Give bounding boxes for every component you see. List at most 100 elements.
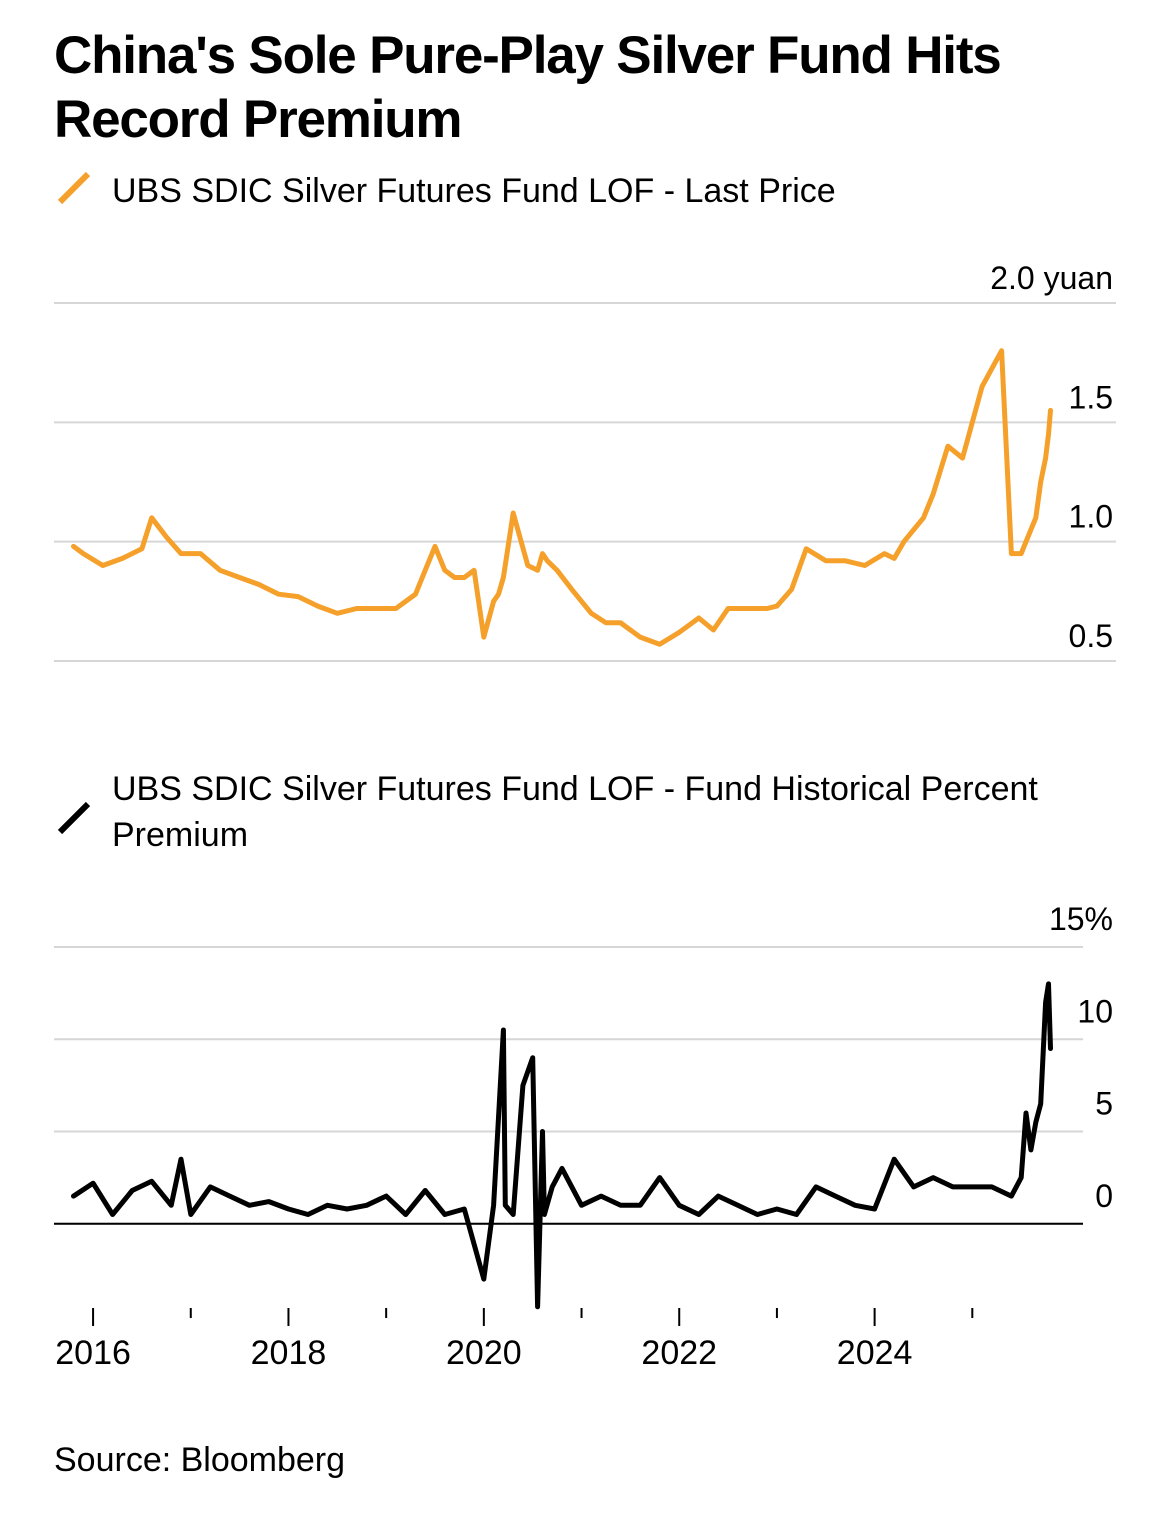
data-point — [542, 1213, 546, 1217]
data-point — [443, 568, 447, 572]
data-point — [462, 1207, 466, 1211]
data-point — [91, 1181, 95, 1185]
data-point — [1029, 528, 1033, 532]
data-point — [931, 1176, 935, 1180]
data-point — [501, 1028, 505, 1032]
data-point — [1009, 1194, 1013, 1198]
data-point — [961, 456, 965, 460]
y-tick-label: 15% — [1049, 901, 1113, 937]
data-point — [1047, 432, 1051, 436]
data-point — [619, 1203, 623, 1207]
data-point — [536, 568, 540, 572]
data-point — [638, 635, 642, 639]
data-point — [658, 1176, 662, 1180]
data-point — [286, 1207, 290, 1211]
data-point — [1039, 1102, 1043, 1106]
data-point — [1048, 1046, 1052, 1050]
x-tick-label: 2024 — [837, 1334, 913, 1372]
data-point — [277, 592, 281, 596]
data-point — [526, 564, 530, 568]
data-point — [1009, 552, 1013, 556]
data-point — [873, 1207, 877, 1211]
data-point — [531, 1056, 535, 1060]
x-tick-label: 2016 — [55, 1334, 131, 1372]
premium-legend-swatch — [57, 801, 91, 835]
y-tick-label: 5 — [1095, 1086, 1113, 1122]
data-point — [540, 552, 544, 556]
source-note: Source: Bloomberg — [54, 1441, 346, 1479]
chart-title: China's Sole Pure-Play Silver Fund Hits … — [54, 26, 1002, 149]
data-point — [697, 1213, 701, 1217]
data-point — [1048, 408, 1052, 412]
data-point — [555, 568, 559, 572]
data-point — [130, 1189, 134, 1193]
price-legend-label: UBS SDIC Silver Futures Fund LOF - Last … — [112, 172, 836, 210]
data-point — [503, 1203, 507, 1207]
data-point — [638, 1203, 642, 1207]
data-point — [238, 575, 242, 579]
data-point — [413, 592, 417, 596]
data-point — [892, 556, 896, 560]
data-point — [462, 575, 466, 579]
data-point — [765, 606, 769, 610]
data-point — [453, 575, 457, 579]
data-point — [751, 606, 754, 610]
data-point — [365, 1203, 369, 1207]
data-point — [296, 595, 300, 599]
data-point — [589, 611, 593, 615]
data-point — [355, 606, 359, 610]
x-tick-label: 2022 — [641, 1334, 717, 1372]
data-point — [711, 628, 715, 632]
data-point — [72, 544, 76, 548]
series-line — [71, 981, 1053, 1310]
data-point — [189, 1213, 193, 1217]
data-point — [1000, 349, 1004, 353]
premium-legend-label: UBS SDIC Silver Futures Fund LOF - Fund … — [112, 770, 1038, 854]
data-point — [120, 556, 124, 560]
y-tick-label: 0.5 — [1069, 618, 1113, 654]
data-point — [946, 444, 950, 448]
data-point — [492, 1203, 496, 1207]
data-point — [169, 1203, 173, 1207]
data-point — [736, 606, 740, 610]
data-point — [164, 535, 168, 539]
data-point — [775, 1207, 779, 1211]
data-point — [604, 621, 608, 625]
data-point — [306, 1213, 310, 1217]
data-point — [208, 1185, 212, 1189]
data-point — [423, 568, 427, 572]
data-point — [374, 606, 378, 610]
data-point — [921, 516, 925, 520]
data-point — [335, 611, 339, 615]
data-point — [619, 621, 623, 625]
data-point — [1039, 480, 1043, 484]
data-point — [1044, 456, 1048, 460]
data-point — [81, 552, 85, 556]
data-point — [179, 552, 183, 556]
data-point — [912, 1185, 916, 1189]
data-point — [775, 604, 779, 608]
y-tick-label: 2.0 yuan — [990, 260, 1113, 296]
price-chart: 0.5 1.0 1.5 2.0 yuan — [54, 260, 1116, 662]
premium-chart: 0 5 10 15% 2016 2018 2020 2022 2024 — [54, 901, 1113, 1372]
data-point — [101, 564, 105, 568]
data-point — [423, 1189, 427, 1193]
y-tick-label: 1.0 — [1069, 499, 1113, 535]
data-point — [824, 559, 828, 563]
data-point — [472, 568, 476, 572]
data-point — [951, 1185, 955, 1189]
data-point — [179, 1157, 183, 1161]
data-point — [931, 492, 935, 496]
series-line — [71, 348, 1053, 647]
data-point — [804, 547, 808, 551]
y-tick-label: 0 — [1095, 1178, 1113, 1214]
data-point — [736, 1203, 740, 1207]
data-point — [1034, 516, 1038, 520]
data-point — [1029, 1148, 1033, 1152]
data-point — [716, 1194, 720, 1198]
data-point — [550, 1185, 554, 1189]
data-point — [150, 1179, 154, 1183]
data-point — [482, 1277, 486, 1281]
data-point — [599, 1194, 603, 1198]
data-point — [511, 1213, 515, 1217]
